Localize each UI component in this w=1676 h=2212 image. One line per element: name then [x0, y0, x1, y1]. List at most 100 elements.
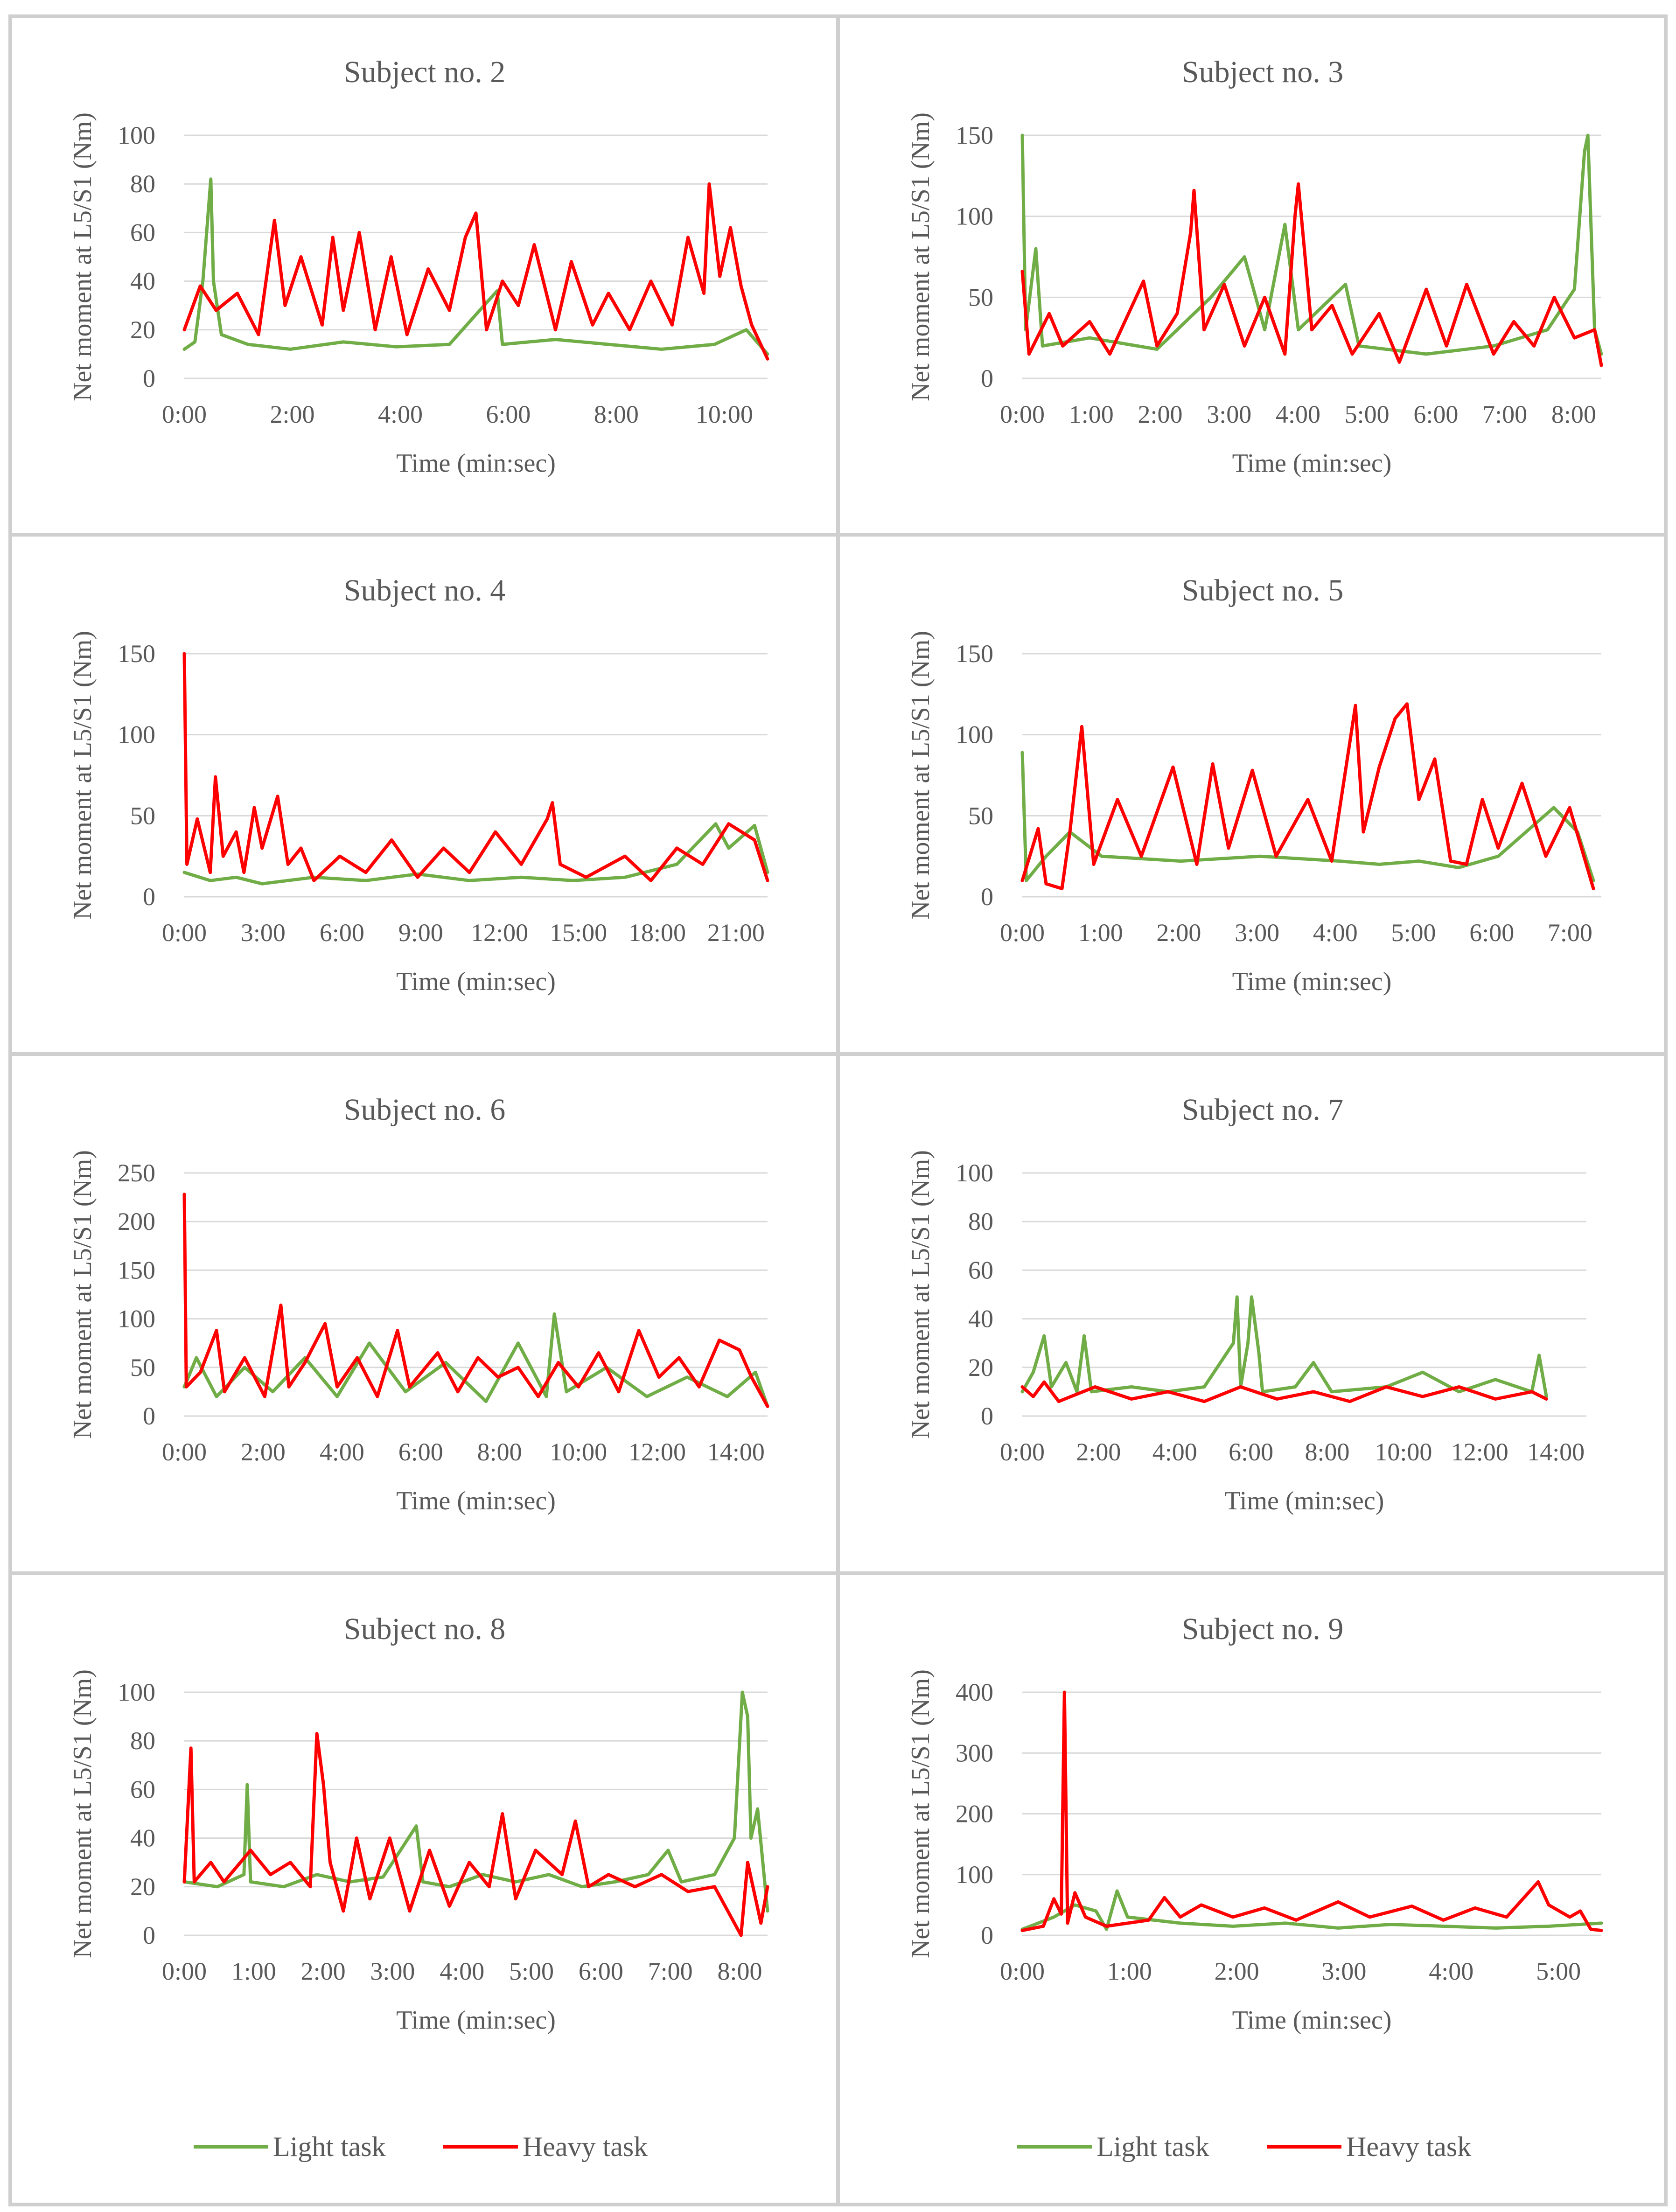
- chart-7-xtick-label: 2:00: [301, 1957, 346, 1985]
- chart-2-title: Subject no. 3: [1182, 55, 1343, 89]
- chart-8-series-heavy: [1020, 1690, 1603, 1933]
- chart-8-xtick-label: 3:00: [1321, 1957, 1366, 1985]
- chart-2-xtick-label: 4:00: [1276, 400, 1320, 428]
- chart-4-xtick-label: 7:00: [1548, 919, 1592, 947]
- chart-4: Subject no. 5 0 50 100 150 0:00 1:00 2:00 3:00 4:…: [906, 573, 1601, 996]
- chart-1-xtick-label: 6:00: [486, 400, 531, 428]
- chart-5-title: Subject no. 6: [344, 1093, 505, 1127]
- chart-5-ytick-label: 100: [118, 1305, 155, 1333]
- chart-4-xtick-label: 0:00: [1000, 919, 1045, 947]
- chart-3-xtick-label: 0:00: [162, 919, 207, 947]
- chart-6-xtick-label: 10:00: [1375, 1438, 1432, 1466]
- chart-2-ytick-label: 50: [968, 283, 993, 311]
- chart-2-xtick-label: 1:00: [1069, 400, 1114, 428]
- chart-6-xtick-label: 12:00: [1451, 1438, 1508, 1466]
- chart-3-xtick-label: 21:00: [707, 919, 765, 947]
- chart-5-ylabel: Net moment at L5/S1 (Nm): [68, 1150, 97, 1439]
- chart-2-ytick-label: 0: [981, 364, 993, 392]
- chart-6-xtick-label: 14:00: [1527, 1438, 1585, 1466]
- chart-3-ytick-label: 50: [130, 802, 155, 830]
- chart-4-ytick-label: 100: [956, 721, 993, 749]
- chart-3-ylabel: Net moment at L5/S1 (Nm): [68, 631, 97, 920]
- chart-5-ytick-label: 200: [118, 1207, 155, 1235]
- chart-4-ylabel: Net moment at L5/S1 (Nm): [906, 631, 935, 920]
- chart-1-ytick-label: 20: [130, 316, 155, 344]
- legend-right-heavy-label: Heavy task: [1346, 2131, 1471, 2162]
- chart-6-ytick-label: 80: [968, 1207, 993, 1235]
- chart-1-series-heavy: [182, 182, 769, 361]
- chart-7-xtick-label: 5:00: [509, 1957, 554, 1985]
- legend-left: Light task Heavy task: [194, 2131, 648, 2162]
- chart-6-ytick-label: 100: [956, 1159, 993, 1187]
- chart-1-ytick-label: 100: [118, 121, 155, 149]
- chart-5-ytick-label: 150: [118, 1256, 155, 1284]
- chart-5-xtick-label: 8:00: [477, 1438, 522, 1466]
- legend-left-heavy-label: Heavy task: [523, 2131, 648, 2162]
- chart-7-xtick-label: 7:00: [648, 1957, 693, 1985]
- chart-6-xlabel: Time (min:sec): [1225, 1486, 1384, 1515]
- chart-3-title: Subject no. 4: [344, 573, 505, 607]
- chart-6-title: Subject no. 7: [1182, 1093, 1343, 1127]
- chart-1-ytick-label: 40: [130, 267, 155, 295]
- chart-8-ytick-label: 100: [956, 1861, 993, 1889]
- chart-2-xtick-label: 7:00: [1482, 400, 1527, 428]
- chart-3-ytick-label: 0: [143, 883, 155, 911]
- chart-7-xtick-label: 6:00: [579, 1957, 623, 1985]
- chart-7-xtick-label: 8:00: [717, 1957, 762, 1985]
- chart-1-ylabel: Net moment at L5/S1 (Nm): [68, 112, 97, 401]
- chart-3-xtick-label: 6:00: [320, 919, 364, 947]
- chart-8-xtick-label: 2:00: [1215, 1957, 1259, 1985]
- chart-7-ytick-label: 20: [130, 1873, 155, 1901]
- chart-5: Subject no. 6 0 50 100 150 200 250 0:00 2:00 4:00…: [68, 1093, 769, 1515]
- chart-4-xtick-label: 6:00: [1469, 919, 1514, 947]
- chart-7-xtick-label: 3:00: [370, 1957, 415, 1985]
- chart-8: Subject no. 9 0 100 200 300 400 0:00 1:00 2:00 3:…: [906, 1612, 1603, 2035]
- chart-5-xlabel: Time (min:sec): [396, 1486, 556, 1515]
- chart-2-xtick-label: 2:00: [1138, 400, 1182, 428]
- chart-3-series-heavy: [182, 652, 769, 882]
- chart-6-ytick-label: 20: [968, 1354, 993, 1382]
- chart-5-xtick-label: 4:00: [320, 1438, 364, 1466]
- chart-5-xtick-label: 14:00: [707, 1438, 765, 1466]
- chart-3-xlabel: Time (min:sec): [396, 967, 556, 996]
- chart-6-ytick-label: 40: [968, 1305, 993, 1333]
- chart-7-ytick-label: 0: [143, 1921, 155, 1949]
- chart-5-xtick-label: 12:00: [628, 1438, 686, 1466]
- chart-2-ytick-label: 150: [956, 121, 993, 149]
- chart-5-series-heavy: [182, 1193, 769, 1408]
- chart-2-series-light: [1020, 133, 1603, 356]
- chart-4-xlabel: Time (min:sec): [1232, 967, 1392, 996]
- chart-1-ytick-label: 0: [143, 364, 155, 392]
- chart-8-ylabel: Net moment at L5/S1 (Nm): [906, 1669, 935, 1958]
- chart-7-ytick-label: 80: [130, 1727, 155, 1755]
- chart-2-ytick-label: 100: [956, 202, 993, 230]
- chart-7-series-light: [182, 1690, 769, 1913]
- chart-4-xtick-label: 1:00: [1078, 919, 1123, 947]
- chart-4-series-heavy: [1020, 702, 1595, 891]
- chart-2-xtick-label: 6:00: [1413, 400, 1458, 428]
- chart-8-series-light: [1020, 1889, 1603, 1931]
- chart-4-xtick-label: 5:00: [1391, 919, 1436, 947]
- chart-4-ytick-label: 0: [981, 883, 993, 911]
- chart-1-xlabel: Time (min:sec): [396, 449, 556, 478]
- chart-3-ytick-label: 150: [118, 640, 155, 668]
- chart-2-xtick-label: 0:00: [1000, 400, 1045, 428]
- chart-4-title: Subject no. 5: [1182, 573, 1343, 607]
- chart-1-title: Subject no. 2: [344, 55, 505, 89]
- chart-2-xtick-label: 3:00: [1207, 400, 1251, 428]
- chart-6-xtick-label: 4:00: [1152, 1438, 1197, 1466]
- chart-7-ytick-label: 40: [130, 1824, 155, 1852]
- chart-7-title: Subject no. 8: [344, 1612, 505, 1646]
- chart-4-ytick-label: 150: [956, 640, 993, 668]
- chart-2-xtick-label: 8:00: [1551, 400, 1596, 428]
- chart-5-xtick-label: 2:00: [241, 1438, 286, 1466]
- chart-3-xtick-label: 12:00: [471, 919, 528, 947]
- chart-7-xtick-label: 0:00: [162, 1957, 207, 1985]
- chart-3-series-light: [182, 822, 769, 886]
- chart-panels: Subject no. 2 0 20 40 60 80 100 0:00 2:00 4:00 6:0…: [68, 55, 1603, 2035]
- chart-5-ytick-label: 50: [130, 1354, 155, 1382]
- chart-1-series-light: [182, 177, 769, 356]
- chart-8-ytick-label: 400: [956, 1678, 993, 1706]
- chart-7-xlabel: Time (min:sec): [396, 2006, 556, 2035]
- chart-3-xtick-label: 3:00: [241, 919, 286, 947]
